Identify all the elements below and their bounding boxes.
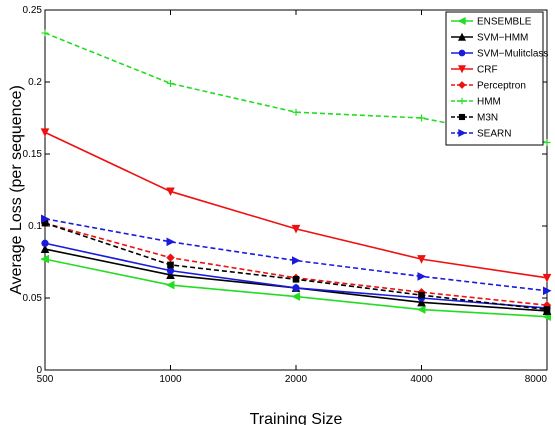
data-point — [291, 292, 300, 301]
legend-marker — [458, 81, 466, 89]
legend: ENSEMBLE SVM−HMM SVM−Mulitclass CRF Perceptr… — [445, 11, 548, 146]
legend-marker — [457, 16, 466, 26]
data-point — [40, 254, 49, 264]
series-2 — [41, 239, 551, 312]
data-point — [418, 114, 425, 122]
data-point — [40, 128, 50, 138]
data-point — [165, 280, 175, 290]
legend-label: SVM−HMM — [477, 33, 528, 44]
data-point — [166, 187, 175, 197]
ticks-layer: 0 0.05 0.1 0.15 0.2 0.25 500 1000 2000 4000 8000 — [23, 5, 548, 385]
legend-label: M3N — [477, 113, 498, 124]
legend-entry: SVM−HMM — [451, 33, 528, 44]
legend-entry: Perceptron — [451, 81, 526, 92]
legend-label: SVM−Mulitclass — [477, 49, 548, 60]
data-point — [417, 297, 426, 307]
y-tick-label: 0.15 — [23, 149, 43, 160]
x-axis-label: Training Size — [250, 411, 343, 425]
series-6 — [41, 219, 551, 313]
data-point — [417, 255, 426, 264]
legend-marker — [458, 128, 467, 138]
x-tick-label: 2000 — [285, 374, 308, 385]
data-point — [166, 266, 175, 275]
legend-marker — [458, 113, 466, 121]
legend-entry: SVM−Mulitclass — [451, 49, 548, 60]
legend-entry: M3N — [451, 113, 498, 124]
data-point — [418, 291, 425, 299]
legend-entry: ENSEMBLE — [451, 17, 532, 28]
data-point — [167, 261, 174, 269]
data-point — [542, 273, 552, 283]
data-point — [166, 237, 176, 247]
data-point — [292, 108, 300, 116]
series-3 — [40, 128, 552, 283]
x-tick-label: 1000 — [159, 374, 182, 385]
data-point — [416, 305, 426, 314]
y-tick-label: 0 — [36, 365, 42, 376]
data-point — [292, 256, 301, 265]
legend-marker — [457, 65, 467, 74]
data-point — [542, 312, 551, 322]
data-point — [291, 224, 301, 234]
data-point — [41, 29, 49, 37]
legend-label: HMM — [477, 97, 501, 108]
legend-label: Perceptron — [477, 81, 526, 92]
y-tick-label: 0.25 — [23, 5, 43, 16]
series-0 — [40, 254, 551, 322]
x-tick-label: 4000 — [410, 374, 433, 385]
data-point — [543, 138, 551, 146]
legend-label: ENSEMBLE — [477, 17, 532, 28]
legend-entry: SEARN — [451, 129, 511, 140]
data-point — [41, 214, 50, 224]
legend-marker — [458, 97, 466, 105]
data-point — [543, 306, 551, 313]
legend-entry: CRF — [451, 65, 498, 76]
data-point — [166, 270, 175, 279]
y-tick-label: 0.05 — [23, 293, 43, 304]
data-point — [41, 239, 49, 247]
data-point — [417, 272, 427, 281]
legend-entry: HMM — [451, 97, 501, 108]
data-point — [167, 79, 174, 87]
series-layer — [40, 29, 552, 322]
y-tick-label: 0.2 — [28, 77, 42, 88]
legend-marker — [457, 32, 467, 41]
y-tick-label: 0.1 — [28, 221, 42, 232]
data-point — [292, 284, 300, 292]
legend-label: CRF — [477, 65, 498, 76]
x-tick-label: 8000 — [525, 374, 548, 385]
data-point — [292, 275, 300, 283]
data-point — [543, 286, 552, 296]
series-7 — [41, 214, 552, 296]
data-point — [40, 244, 50, 254]
data-point — [166, 253, 175, 262]
legend-marker — [458, 49, 466, 57]
legend-label: SEARN — [477, 129, 511, 140]
x-tick-label: 500 — [37, 374, 54, 385]
y-axis-label: Average Loss (per sequence) — [8, 85, 25, 295]
